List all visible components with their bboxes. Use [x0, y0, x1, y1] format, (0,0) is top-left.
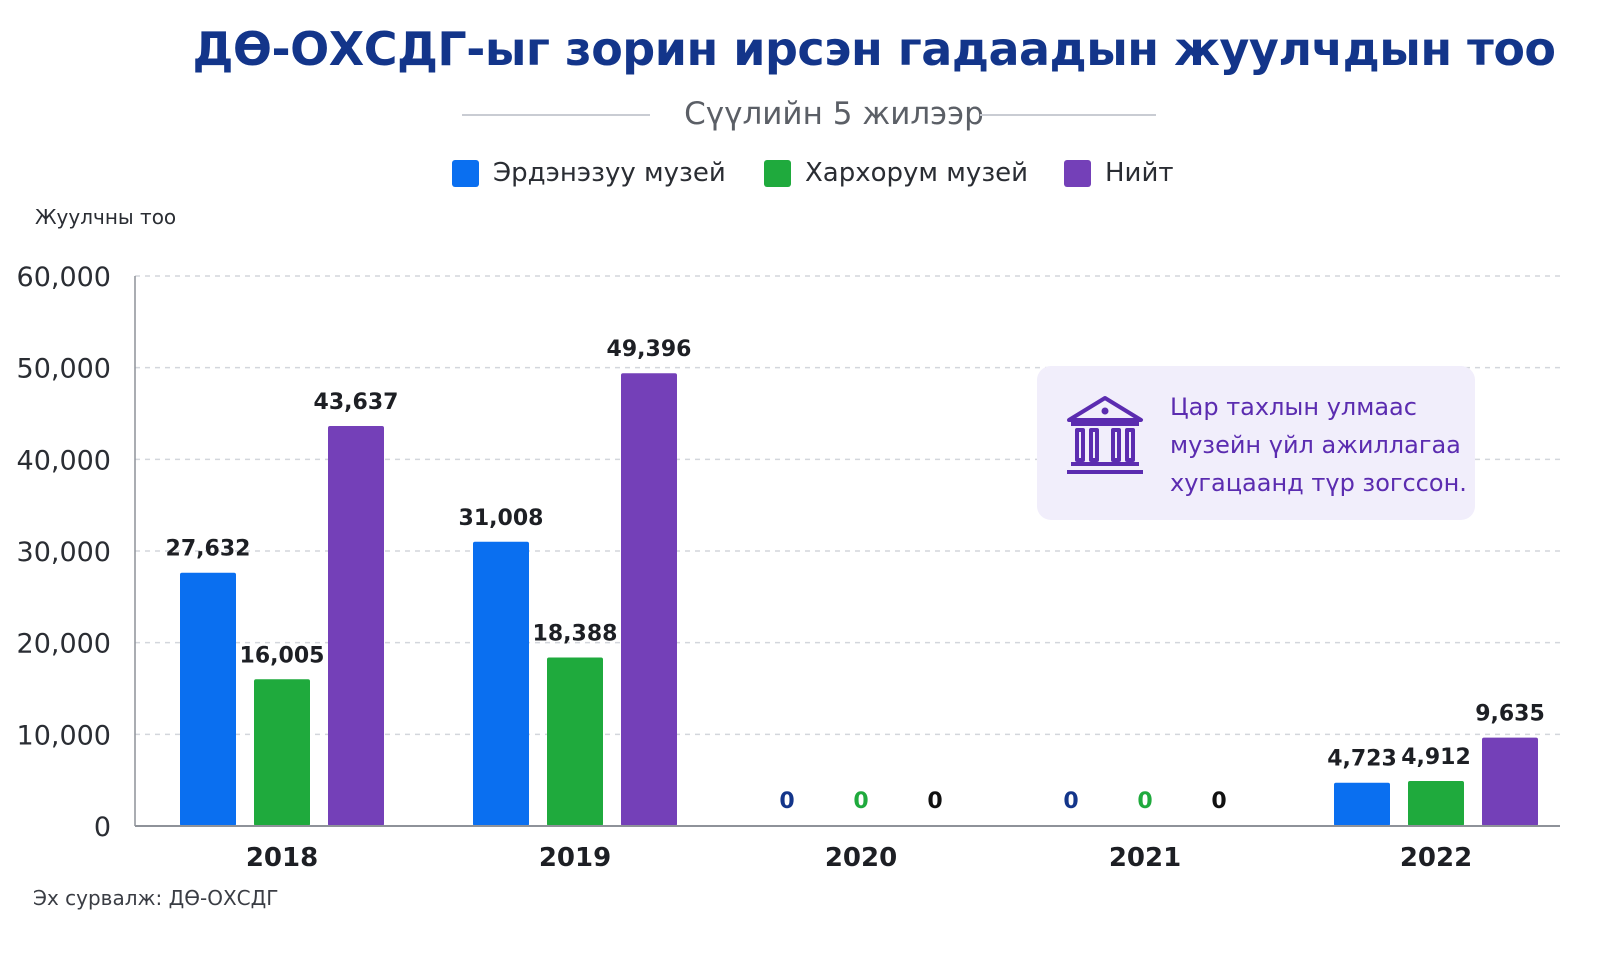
y-axis-label: Жуулчны тоо — [35, 205, 177, 229]
bar-kharkhorum-2019 — [547, 657, 603, 826]
bar-total-2019 — [621, 373, 677, 826]
data-label-kharkhorum-2019: 18,388 — [533, 621, 618, 646]
bar-kharkhorum-2018 — [254, 679, 310, 826]
data-label-kharkhorum-2022: 4,912 — [1401, 745, 1471, 770]
bar-total-2022 — [1482, 737, 1538, 826]
source-note: Эх сурвалж: ДӨ-ОХСДГ — [33, 886, 279, 910]
data-label-total-2019: 49,396 — [607, 337, 692, 362]
pandemic-note: Цар тахлын улмаас музейн үйл ажиллагаа х… — [1037, 366, 1475, 520]
y-tick-label: 50,000 — [17, 354, 111, 385]
data-label-erdene-zuu-2018: 27,632 — [166, 537, 251, 562]
chart-title: ДӨ-ОХСДГ-ыг зорин ирсэн гадаадын жуулчды… — [192, 22, 1556, 76]
pandemic-note-text: Цар тахлын улмаас музейн үйл ажиллагаа х… — [1170, 393, 1467, 497]
y-tick-label: 0 — [94, 812, 111, 843]
data-label-erdene-zuu-2022: 4,723 — [1327, 747, 1397, 772]
chart-subtitle: Сүүлийн 5 жилээр — [684, 96, 984, 132]
data-label-kharkhorum-2018: 16,005 — [240, 643, 325, 668]
y-tick-label: 20,000 — [17, 629, 111, 660]
data-label-total-2022: 9,635 — [1475, 702, 1545, 727]
legend-label-erdene-zuu: Эрдэнэзуу музей — [493, 158, 726, 188]
x-tick-label-2022: 2022 — [1400, 843, 1472, 873]
x-tick-label-2018: 2018 — [246, 843, 318, 873]
legend-item-kharkhorum: Хархорум музей — [764, 158, 1028, 188]
x-tick-label-2019: 2019 — [539, 843, 611, 873]
y-tick-label: 30,000 — [17, 537, 111, 568]
subtitle-row: Сүүлийн 5 жилээр — [0, 92, 1618, 136]
data-label-erdene-zuu-2021: 0 — [1063, 789, 1078, 814]
data-label-total-2020: 0 — [927, 789, 942, 814]
legend-swatch-erdene-zuu — [452, 159, 479, 187]
museum-icon — [1065, 394, 1145, 480]
data-label-total-2021: 0 — [1211, 789, 1226, 814]
legend-swatch-total — [1064, 159, 1091, 187]
bar-erdene-zuu-2022 — [1334, 782, 1390, 826]
data-label-kharkhorum-2020: 0 — [853, 789, 868, 814]
legend-item-total: Нийт — [1064, 158, 1174, 188]
x-tick-label-2021: 2021 — [1109, 843, 1181, 873]
data-label-erdene-zuu-2020: 0 — [779, 789, 794, 814]
legend: Эрдэнэзуу музей Хархорум музей Нийт — [0, 158, 1618, 198]
y-tick-label: 60,000 — [17, 262, 111, 293]
y-tick-label: 40,000 — [17, 445, 111, 476]
bar-total-2018 — [328, 425, 384, 826]
legend-item-erdene-zuu: Эрдэнэзуу музей — [452, 158, 726, 188]
legend-label-kharkhorum: Хархорум музей — [805, 158, 1029, 188]
bar-kharkhorum-2022 — [1408, 780, 1464, 826]
bar-erdene-zuu-2019 — [473, 541, 529, 826]
bar-erdene-zuu-2018 — [180, 572, 236, 826]
x-tick-label-2020: 2020 — [825, 843, 897, 873]
subtitle-divider-right — [980, 114, 1156, 116]
data-label-kharkhorum-2021: 0 — [1137, 789, 1152, 814]
legend-label-total: Нийт — [1105, 158, 1174, 188]
data-label-total-2018: 43,637 — [314, 390, 399, 415]
data-label-erdene-zuu-2019: 31,008 — [459, 506, 544, 531]
legend-swatch-kharkhorum — [764, 159, 791, 187]
subtitle-divider-left — [462, 114, 650, 116]
y-tick-label: 10,000 — [17, 720, 111, 751]
